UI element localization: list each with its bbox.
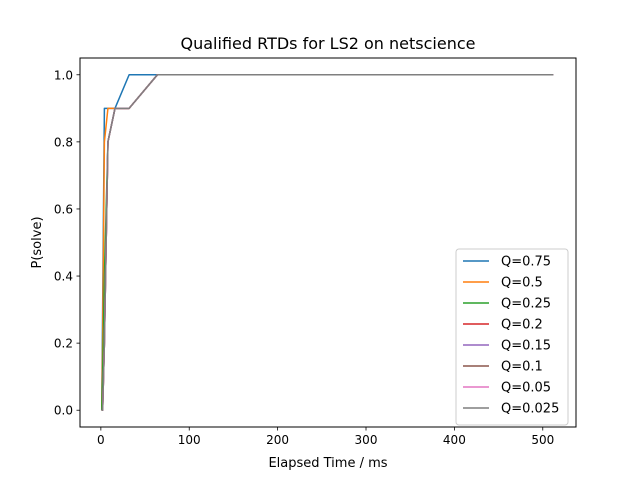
y-tick-label: 0.4 <box>54 270 73 284</box>
x-tick-label: 400 <box>443 433 466 447</box>
legend-label: Q=0.1 <box>501 360 543 375</box>
x-axis: 0 100 200 300 400 500 <box>97 427 554 447</box>
x-tick-label: 500 <box>531 433 554 447</box>
legend: Q=0.75 Q=0.5 Q=0.25 Q=0.2 Q=0.15 Q=0.1 Q=0.05 Q… <box>455 248 569 426</box>
legend-label: Q=0.5 <box>501 276 543 291</box>
x-tick-label: 0 <box>97 433 105 447</box>
y-tick-label: 0.8 <box>54 135 73 149</box>
legend-box <box>455 248 569 426</box>
series-layer <box>100 74 554 411</box>
y-tick-label: 0.2 <box>54 337 73 351</box>
legend-label: Q=0.2 <box>501 318 543 333</box>
legend-label: Q=0.25 <box>501 297 551 312</box>
y-axis: 0.0 0.2 0.4 0.6 0.8 1.0 <box>54 68 80 418</box>
x-tick-label: 300 <box>355 433 378 447</box>
series-line-7 <box>101 74 554 411</box>
y-tick-label: 0.0 <box>54 404 73 418</box>
chart-title: Qualified RTDs for LS2 on netscience <box>181 34 476 53</box>
x-tick-label: 200 <box>266 433 289 447</box>
y-tick-label: 1.0 <box>54 68 73 82</box>
legend-label: Q=0.05 <box>501 381 551 396</box>
plot-frame <box>79 57 577 428</box>
y-tick-label: 0.6 <box>54 202 73 216</box>
x-axis-label: Elapsed Time / ms <box>268 456 387 471</box>
y-axis-label: P(solve) <box>30 216 45 268</box>
legend-label: Q=0.15 <box>501 339 551 354</box>
x-tick-label: 100 <box>178 433 201 447</box>
legend-label: Q=0.025 <box>501 402 559 417</box>
legend-label: Q=0.75 <box>501 255 551 270</box>
